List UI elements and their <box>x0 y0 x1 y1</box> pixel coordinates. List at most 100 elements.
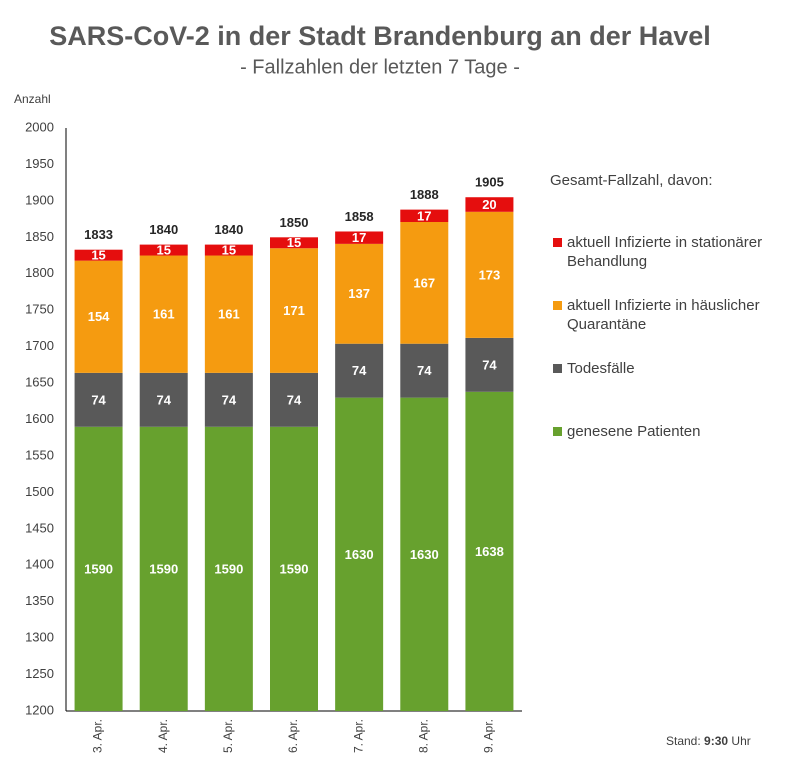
bar-segment <box>139 244 188 256</box>
value-label: 74 <box>91 392 106 407</box>
bar-segment <box>204 372 253 427</box>
y-tick-label: 1300 <box>25 630 54 645</box>
bar-segment <box>74 249 123 261</box>
bar-segment <box>139 426 188 711</box>
value-label: 1630 <box>410 547 439 562</box>
value-label: 161 <box>153 307 175 322</box>
x-tick-label: 5. Apr. <box>221 719 235 753</box>
legend-swatch <box>553 301 562 310</box>
bar-segment <box>335 343 384 398</box>
legend-entry: genesene Patienten <box>550 422 795 485</box>
footer: Stand: 9:30 Uhr <box>666 734 751 748</box>
x-tick-label: 3. Apr. <box>91 719 105 753</box>
legend-swatch <box>553 364 562 373</box>
y-tick-label: 1550 <box>25 447 54 462</box>
legend-label: genesene Patienten <box>567 423 701 440</box>
value-label: 1590 <box>214 561 243 576</box>
legend-title: Gesamt-Fallzahl, davon: <box>550 172 713 189</box>
legend-entry: aktuell Infizierte in stationärer Behand… <box>550 233 795 296</box>
y-tick-label: 2000 <box>25 119 54 134</box>
y-tick-label: 1450 <box>25 520 54 535</box>
value-label: 20 <box>482 197 496 212</box>
value-label: 74 <box>287 392 302 407</box>
bar-segment <box>204 255 253 373</box>
bar-segment <box>139 372 188 427</box>
bar-segment <box>270 372 318 427</box>
bar-segment <box>400 209 449 223</box>
legend-entry: Todesfälle <box>550 359 795 422</box>
chart-title: SARS-CoV-2 in der Stadt Brandenburg an d… <box>49 21 711 51</box>
value-label: 74 <box>417 363 432 378</box>
y-tick-label: 1200 <box>25 702 54 717</box>
y-tick-label: 1900 <box>25 192 54 207</box>
bar-segment <box>465 337 514 392</box>
value-label: 167 <box>413 275 435 290</box>
value-label: 173 <box>479 267 501 282</box>
chart-subtitle: - Fallzahlen der letzten 7 Tage - <box>240 56 520 78</box>
value-label: 1638 <box>475 544 504 559</box>
bar-segment <box>204 244 253 256</box>
value-label: 171 <box>283 303 305 318</box>
x-tick-label: 4. Apr. <box>156 719 170 753</box>
value-label: 1590 <box>149 561 178 576</box>
bar-segment <box>74 260 123 373</box>
legend: Gesamt-Fallzahl, davon: aktuell Infizier… <box>550 172 795 485</box>
bar-segment <box>400 343 449 398</box>
x-tick-label: 7. Apr. <box>351 719 365 753</box>
total-label: 1858 <box>345 209 374 224</box>
bar-segment <box>465 197 514 212</box>
value-label: 74 <box>222 392 237 407</box>
bar-segment <box>270 248 318 373</box>
bar-segment <box>400 222 449 344</box>
bar-segment <box>270 237 318 249</box>
value-label: 1590 <box>280 561 309 576</box>
bar-segment <box>335 397 384 711</box>
bar-segment <box>74 426 123 711</box>
bar-segment <box>139 255 188 373</box>
x-tick-label: 6. Apr. <box>286 719 300 753</box>
y-tick-label: 1400 <box>25 557 54 572</box>
y-tick-label: 1750 <box>25 302 54 317</box>
footer-suffix: Uhr <box>731 734 751 748</box>
y-tick-label: 1850 <box>25 229 54 244</box>
value-label: 15 <box>156 243 170 258</box>
value-label: 15 <box>222 243 236 258</box>
value-label: 15 <box>91 248 105 263</box>
x-tick-label: 8. Apr. <box>416 719 430 753</box>
footer-prefix: Stand: <box>666 734 701 748</box>
value-label: 74 <box>156 392 171 407</box>
value-label: 161 <box>218 307 240 322</box>
legend-label: Todesfälle <box>567 360 635 377</box>
bar-segment <box>465 211 514 338</box>
bar-segment <box>335 243 384 344</box>
value-label: 137 <box>348 286 370 301</box>
value-label: 1630 <box>345 547 374 562</box>
legend-label: aktuell Infizierte in häuslicher Quarant… <box>567 297 760 333</box>
x-tick-label: 9. Apr. <box>482 719 496 753</box>
y-axis-label: Anzahl <box>14 92 51 106</box>
y-tick-label: 1250 <box>25 666 54 681</box>
y-tick-label: 1650 <box>25 375 54 390</box>
total-label: 1840 <box>214 222 243 237</box>
value-label: 74 <box>352 363 367 378</box>
legend-swatch <box>553 427 562 436</box>
value-label: 1590 <box>84 561 113 576</box>
total-label: 1888 <box>410 187 439 202</box>
y-tick-label: 1500 <box>25 484 54 499</box>
value-label: 74 <box>482 357 497 372</box>
footer-time: 9:30 <box>704 734 729 748</box>
legend-label: aktuell Infizierte in stationärer Behand… <box>567 234 763 270</box>
total-label: 1840 <box>149 222 178 237</box>
value-label: 154 <box>88 309 110 324</box>
total-label: 1905 <box>475 175 504 190</box>
value-label: 17 <box>352 230 366 245</box>
legend-swatch <box>553 238 562 247</box>
value-label: 17 <box>417 208 431 223</box>
total-label: 1850 <box>280 215 309 230</box>
bar-segment <box>204 426 253 711</box>
y-tick-label: 1950 <box>25 156 54 171</box>
total-label: 1833 <box>84 227 113 242</box>
value-label: 15 <box>287 235 301 250</box>
